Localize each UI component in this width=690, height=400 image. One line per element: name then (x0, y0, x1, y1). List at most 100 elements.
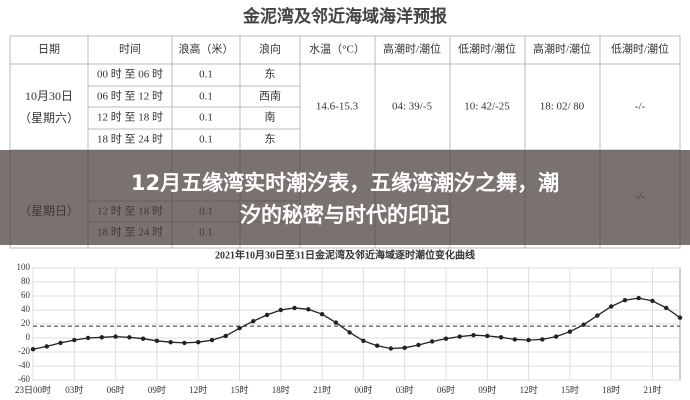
tide-point (622, 298, 628, 303)
weekday: （星期六） (19, 111, 79, 125)
x-tick-label: 18时 (272, 384, 290, 395)
x-tick-label: 03时 (396, 384, 414, 395)
x-tick-label: 21时 (313, 384, 331, 395)
tide-point (182, 340, 187, 346)
table-header: 低潮时/潮位 (611, 42, 669, 56)
tide-point (99, 335, 105, 340)
tide-point (195, 340, 201, 345)
tide-point (85, 335, 91, 341)
cell: 18 时 至 24 时 (97, 133, 163, 146)
x-tick-label: 09时 (478, 384, 496, 395)
table-header: 高潮时/潮位 (383, 42, 441, 56)
tide-point (457, 334, 462, 339)
y-tick-label: 0 (26, 332, 31, 342)
table-header: 高潮时/潮位 (533, 42, 591, 56)
tide-point (540, 337, 545, 342)
tide-point (154, 338, 160, 343)
x-tick-label: 03时 (65, 384, 83, 395)
cell: 0.1 (199, 91, 213, 103)
table-header: 日期 (38, 43, 60, 56)
date: 10月30日 (25, 89, 73, 103)
cell: 14.6-15.3 (316, 101, 359, 113)
tide-point (264, 312, 270, 318)
tide-point (237, 326, 242, 331)
x-tick-label: 12时 (520, 384, 538, 395)
tide-point (526, 337, 531, 343)
cell: 南 (265, 111, 276, 124)
banner-text: 12月五缘湾实时潮汐表，五缘湾潮汐之舞，潮 (131, 171, 559, 195)
tide-point (553, 334, 559, 339)
cell: 04: 39/-5 (392, 101, 433, 113)
cell: -/- (635, 101, 646, 113)
table-header: 浪高（米） (179, 42, 234, 56)
tide-point (58, 340, 63, 346)
y-tick-label: 40 (21, 304, 31, 314)
tide-point (416, 342, 421, 348)
cell: 0.1 (199, 69, 213, 81)
tide-line (32, 297, 681, 350)
tide-point (306, 307, 311, 312)
tide-point (113, 334, 118, 339)
tide-point (636, 295, 641, 301)
tide-point (251, 319, 256, 324)
tide-point (430, 339, 435, 344)
tide-point (223, 333, 228, 339)
cell: 东 (265, 68, 276, 81)
y-tick-label: 80 (21, 276, 31, 286)
tide-point (72, 337, 77, 343)
tide-point (44, 344, 49, 349)
cell: 0.1 (199, 134, 213, 146)
x-tick-label: 06时 (437, 384, 455, 395)
table-header: 时间 (119, 43, 141, 56)
x-tick-label: 18时 (602, 384, 620, 395)
tide-point (595, 313, 600, 318)
table-header: 浪向 (259, 42, 281, 56)
tide-point (664, 305, 669, 311)
x-tick-label: 15时 (561, 384, 579, 395)
y-tick-label: -60 (18, 374, 30, 384)
tide-point (608, 304, 614, 309)
y-tick-label: -40 (18, 360, 30, 370)
tide-point (30, 347, 36, 352)
tide-point (292, 305, 297, 311)
y-tick-label: -20 (18, 346, 30, 356)
tide-point (127, 335, 132, 340)
x-tick-label: 21时 (643, 384, 661, 395)
y-tick-label: 20 (21, 318, 31, 328)
tide-point (140, 336, 146, 341)
tide-point (512, 337, 518, 342)
cell: 00 时 至 06 时 (97, 68, 163, 81)
page-title: 金泥湾及邻近海域海洋预报 (242, 6, 447, 26)
cell: 0.1 (199, 112, 213, 124)
tide-point (402, 345, 407, 350)
tide-point (388, 346, 394, 351)
tide-point (347, 330, 352, 335)
tide-point (319, 312, 325, 317)
tide-point (374, 343, 380, 348)
x-tick-label: 23日00时 (15, 384, 51, 395)
tide-point (581, 322, 586, 327)
cell: 18: 02/ 80 (540, 101, 585, 113)
y-tick-label: 60 (21, 290, 31, 300)
tide-point (333, 320, 339, 325)
tide-point (485, 333, 490, 339)
tide-point (168, 340, 173, 345)
tide-point (443, 336, 449, 341)
tide-point (498, 335, 504, 340)
table-header: 水温（°C） (309, 43, 365, 56)
tide-point (471, 333, 476, 338)
x-tick-label: 12时 (189, 384, 207, 395)
tide-point (650, 298, 655, 304)
x-tick-label: 09时 (148, 384, 166, 395)
tide-point (278, 307, 283, 313)
cell: 12 时 至 18 时 (97, 111, 163, 124)
tide-point (567, 329, 573, 334)
cell: 东 (265, 133, 276, 146)
cell: 西南 (259, 90, 281, 103)
tide-point (209, 337, 215, 343)
banner-bg (0, 150, 690, 245)
chart-title: 2021年10月30日至31日金泥湾及邻近海域逐时潮位变化曲线 (215, 248, 475, 261)
cell: 06 时 至 12 时 (97, 90, 163, 103)
tide-point (361, 338, 366, 343)
